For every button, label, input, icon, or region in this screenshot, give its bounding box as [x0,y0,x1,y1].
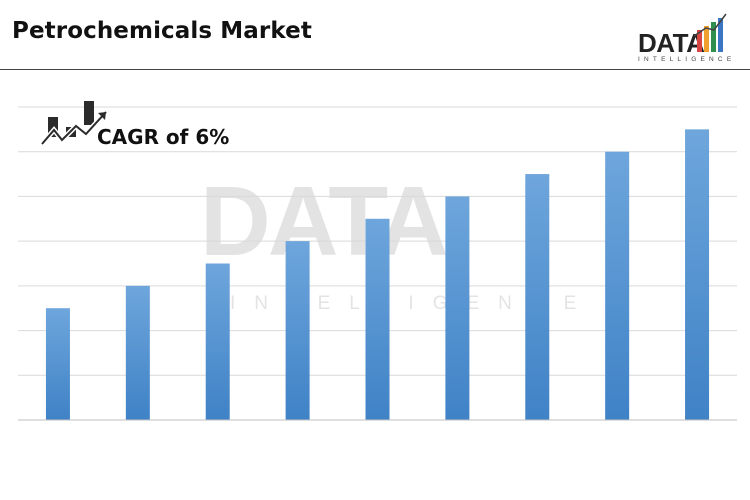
brand-logo: DATA INTELLIGENCE [632,10,732,68]
bar [125,285,150,420]
bar [445,196,470,420]
bar [365,218,390,420]
logo-bar-green [711,22,716,52]
bar [205,263,230,420]
logo-bars-icon [693,13,727,52]
growth-chart-icon [40,101,108,146]
cagr-callout: CAGR of 6% [40,100,270,152]
chart-bars [45,129,710,420]
bar [285,241,310,420]
bar [45,308,70,420]
bar [605,151,630,420]
logo-subtitle: INTELLIGENCE [638,56,736,63]
page-title: Petrochemicals Market [12,18,312,44]
bar [685,129,710,420]
header-divider [0,69,750,70]
logo-bar-orange [704,26,709,52]
logo-bar-red [697,30,702,52]
logo-trend-line [693,13,727,37]
logo-word: DATA [638,28,705,58]
logo-bar-blue [718,18,723,52]
bar [525,174,550,420]
cagr-label: CAGR of 6% [97,125,230,149]
